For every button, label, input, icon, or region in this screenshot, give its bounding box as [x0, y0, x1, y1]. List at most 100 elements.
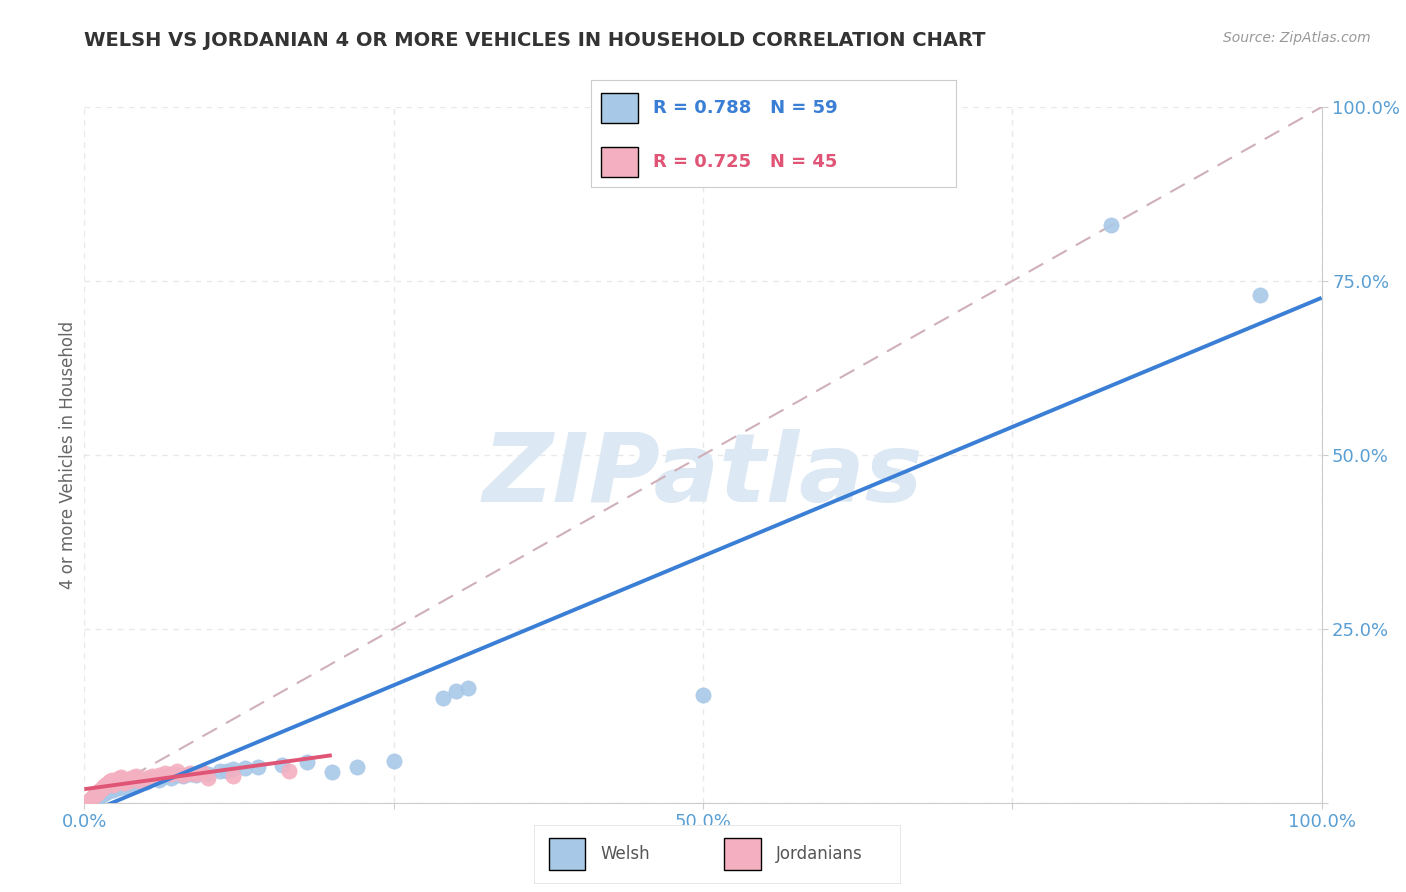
- Point: [115, 775, 138, 789]
- Point: [79, 792, 101, 806]
- Point: [692, 688, 714, 702]
- Point: [101, 783, 124, 797]
- Point: [104, 780, 127, 795]
- Point: [141, 769, 163, 783]
- Point: [122, 770, 145, 784]
- Point: [97, 776, 120, 790]
- Point: [98, 775, 121, 789]
- Point: [114, 777, 136, 791]
- Point: [104, 775, 127, 789]
- Point: [128, 773, 150, 788]
- Text: R = 0.725   N = 45: R = 0.725 N = 45: [652, 153, 837, 170]
- Point: [83, 791, 105, 805]
- Point: [105, 774, 128, 789]
- Point: [103, 781, 125, 796]
- Point: [184, 766, 207, 780]
- Point: [233, 761, 256, 775]
- Point: [83, 789, 105, 803]
- Point: [457, 681, 479, 695]
- Point: [222, 769, 245, 783]
- Point: [135, 775, 157, 789]
- Point: [432, 691, 454, 706]
- Point: [184, 768, 207, 782]
- Point: [132, 772, 155, 787]
- Point: [82, 790, 104, 805]
- Point: [148, 772, 170, 787]
- Point: [120, 776, 142, 790]
- Point: [125, 769, 148, 783]
- FancyBboxPatch shape: [548, 838, 585, 871]
- Point: [141, 772, 163, 786]
- Point: [103, 777, 125, 791]
- Point: [86, 787, 108, 801]
- Point: [93, 785, 115, 799]
- Point: [89, 784, 111, 798]
- Point: [295, 756, 318, 770]
- Point: [321, 765, 343, 780]
- Point: [87, 785, 110, 799]
- Point: [96, 777, 118, 791]
- Point: [172, 768, 194, 782]
- Point: [91, 780, 114, 795]
- Point: [94, 778, 117, 792]
- FancyBboxPatch shape: [602, 146, 638, 177]
- Point: [444, 684, 467, 698]
- Text: Source: ZipAtlas.com: Source: ZipAtlas.com: [1223, 31, 1371, 45]
- Point: [197, 772, 219, 786]
- Point: [1099, 219, 1122, 233]
- Point: [215, 764, 238, 779]
- Point: [118, 773, 141, 788]
- Text: WELSH VS JORDANIAN 4 OR MORE VEHICLES IN HOUSEHOLD CORRELATION CHART: WELSH VS JORDANIAN 4 OR MORE VEHICLES IN…: [84, 31, 986, 50]
- Point: [346, 759, 368, 773]
- Point: [89, 789, 111, 804]
- Point: [271, 757, 294, 772]
- Point: [148, 768, 170, 782]
- FancyBboxPatch shape: [602, 93, 638, 123]
- Point: [89, 783, 111, 797]
- Text: Welsh: Welsh: [600, 845, 650, 863]
- Point: [197, 766, 219, 780]
- Point: [172, 769, 194, 783]
- Point: [112, 776, 135, 790]
- Text: ZIPatlas: ZIPatlas: [482, 429, 924, 523]
- Point: [153, 765, 176, 780]
- Point: [110, 770, 132, 784]
- Y-axis label: 4 or more Vehicles in Household: 4 or more Vehicles in Household: [59, 321, 77, 589]
- Point: [160, 771, 183, 785]
- Point: [160, 766, 183, 780]
- Point: [246, 759, 269, 773]
- Point: [1249, 288, 1271, 302]
- Point: [107, 772, 129, 787]
- Point: [112, 780, 135, 795]
- Point: [97, 784, 120, 798]
- Point: [100, 772, 122, 787]
- Point: [122, 775, 145, 789]
- Point: [101, 778, 124, 792]
- Point: [82, 790, 104, 805]
- Point: [93, 780, 115, 794]
- Point: [153, 769, 176, 783]
- Point: [98, 774, 121, 789]
- Point: [110, 780, 132, 794]
- Point: [209, 764, 232, 778]
- Point: [191, 765, 214, 780]
- Point: [277, 764, 299, 779]
- Point: [105, 780, 128, 794]
- Point: [166, 768, 188, 782]
- Text: R = 0.788   N = 59: R = 0.788 N = 59: [652, 99, 838, 117]
- Point: [129, 774, 152, 789]
- Point: [120, 772, 142, 786]
- Point: [110, 778, 132, 792]
- Point: [98, 783, 121, 797]
- Point: [107, 781, 129, 796]
- Point: [108, 779, 131, 793]
- Point: [90, 781, 112, 796]
- Point: [79, 792, 101, 806]
- Point: [96, 785, 118, 799]
- Point: [179, 766, 201, 780]
- Point: [86, 789, 108, 803]
- Point: [179, 765, 201, 780]
- Point: [84, 788, 107, 802]
- Point: [108, 772, 131, 786]
- Point: [100, 781, 122, 796]
